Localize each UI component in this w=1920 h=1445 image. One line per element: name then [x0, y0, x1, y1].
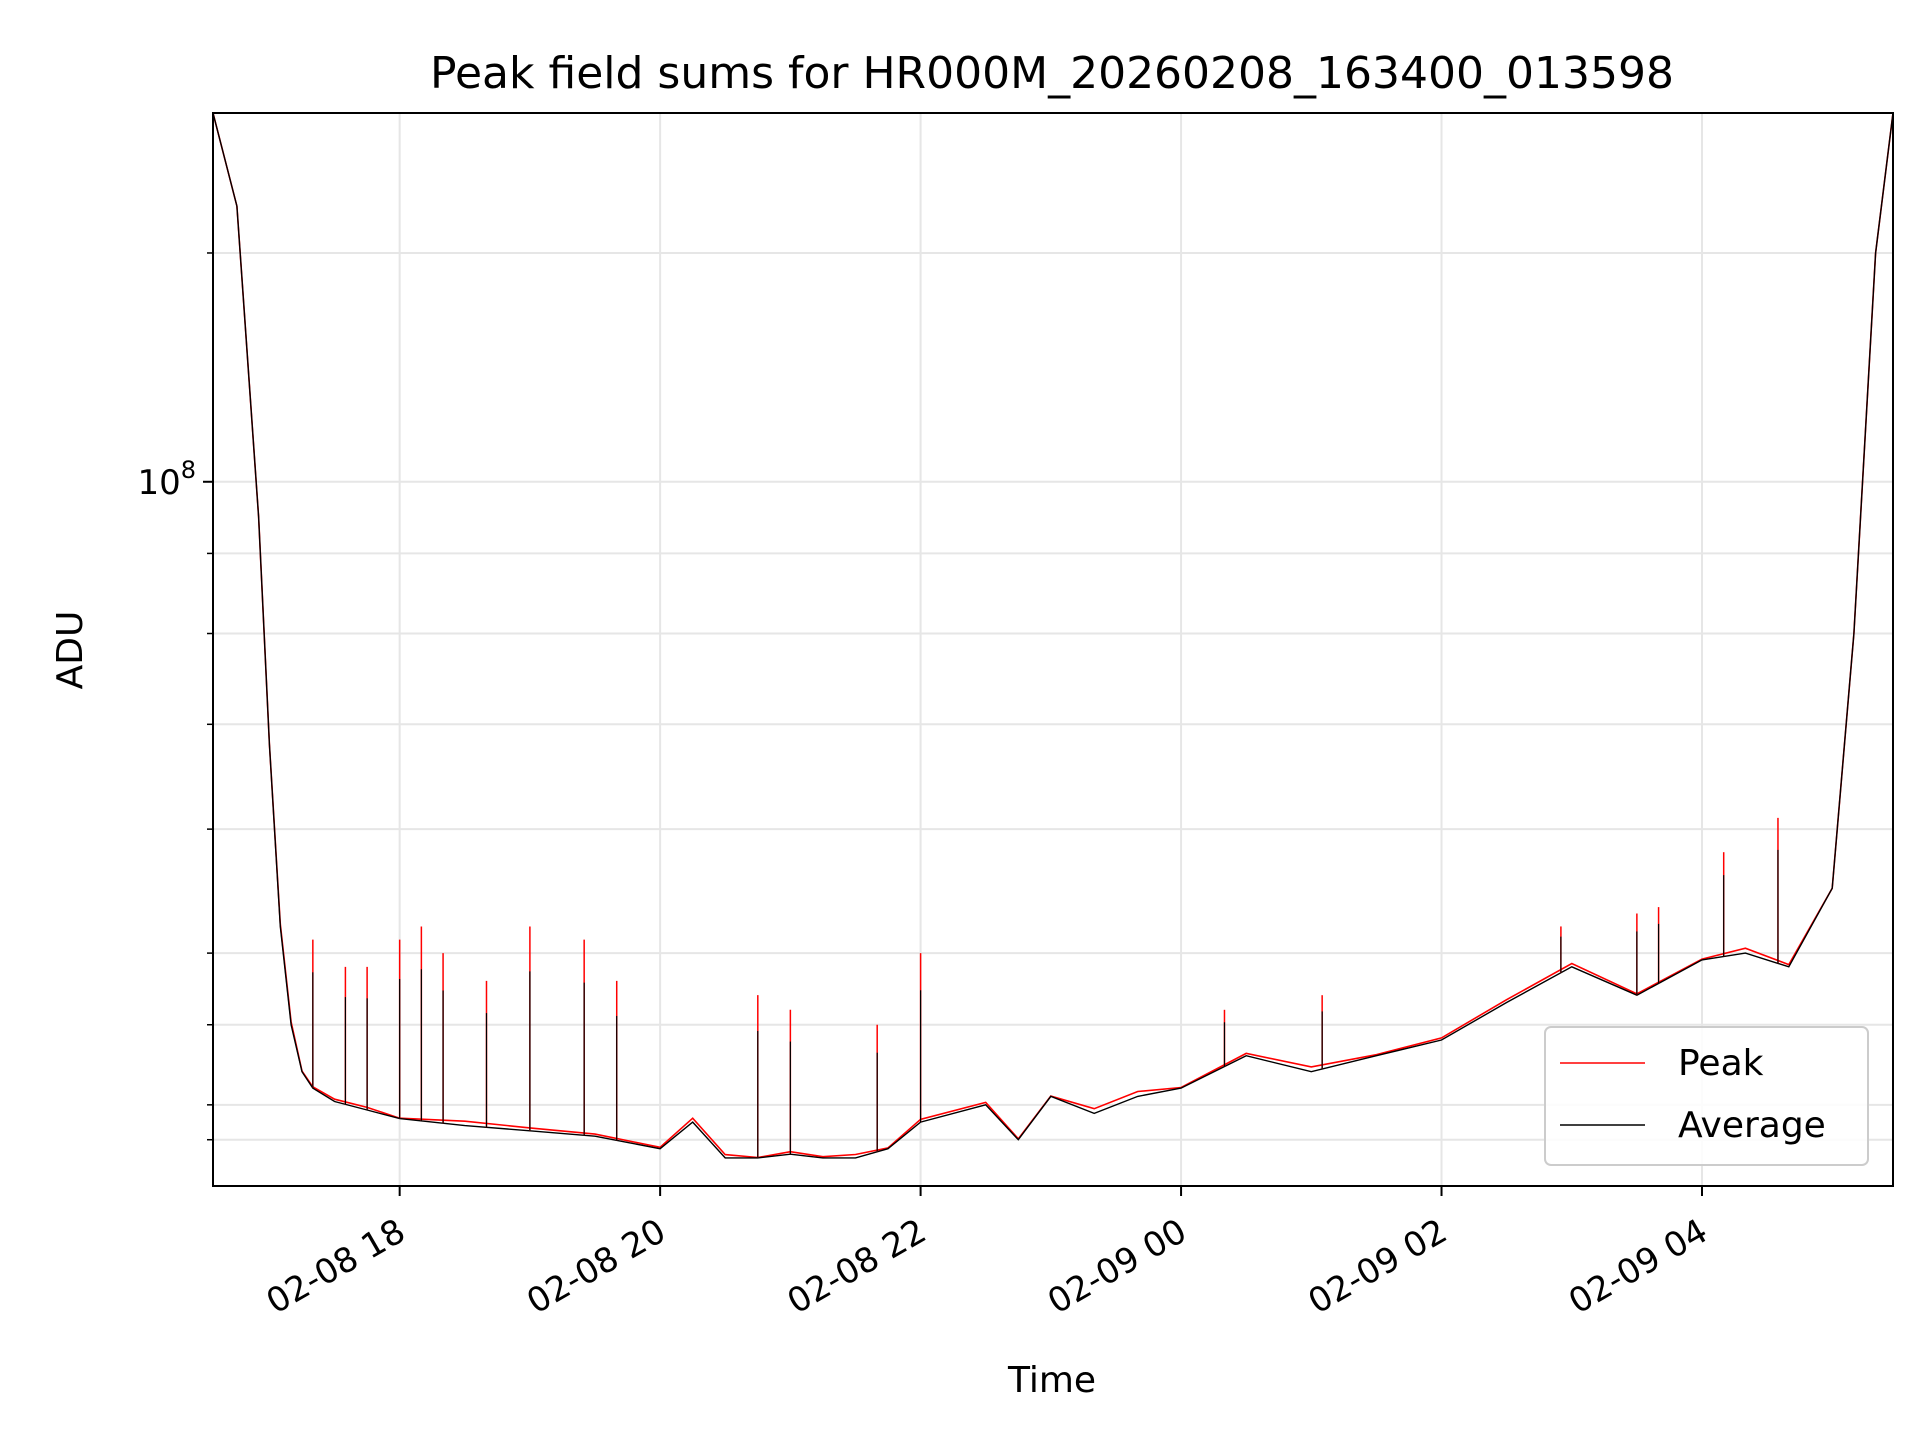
y-axis-label: ADU	[50, 611, 91, 690]
plot-frame	[212, 112, 1894, 1187]
legend-average-label: Average	[1678, 1105, 1826, 1146]
legend: Peak Average	[1544, 1026, 1869, 1166]
legend-peak-label: Peak	[1678, 1043, 1764, 1084]
grid	[213, 113, 1893, 1186]
plot-series	[212, 112, 1894, 1159]
chart-title: Peak field sums for HR000M_20260208_1634…	[430, 48, 1674, 99]
average-line	[212, 112, 1894, 1159]
x-axis-label: Time	[1007, 1360, 1096, 1401]
legend-box	[1544, 1026, 1869, 1166]
